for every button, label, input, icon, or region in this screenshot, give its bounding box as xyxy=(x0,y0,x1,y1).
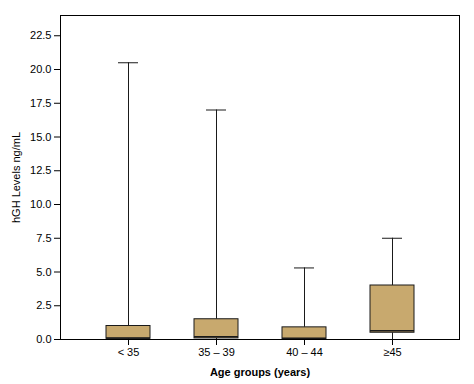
svg-text:7.5: 7.5 xyxy=(36,232,51,244)
svg-text:12.5: 12.5 xyxy=(30,164,51,176)
svg-text:15.0: 15.0 xyxy=(30,131,51,143)
svg-text:2.5: 2.5 xyxy=(36,299,51,311)
svg-text:0.0: 0.0 xyxy=(36,333,51,345)
svg-text:hGH Levels ng/mL: hGH Levels ng/mL xyxy=(10,132,22,223)
svg-text:< 35: < 35 xyxy=(118,346,140,358)
svg-text:5.0: 5.0 xyxy=(36,266,51,278)
svg-text:10.0: 10.0 xyxy=(30,198,51,210)
svg-text:40 – 44: 40 – 44 xyxy=(286,346,323,358)
svg-text:≥45: ≥45 xyxy=(383,346,401,358)
svg-text:20.0: 20.0 xyxy=(30,63,51,75)
svg-text:22.5: 22.5 xyxy=(30,29,51,41)
svg-text:17.5: 17.5 xyxy=(30,97,51,109)
svg-text:35 – 39: 35 – 39 xyxy=(198,346,235,358)
svg-text:Age groups (years): Age groups (years) xyxy=(210,366,311,378)
